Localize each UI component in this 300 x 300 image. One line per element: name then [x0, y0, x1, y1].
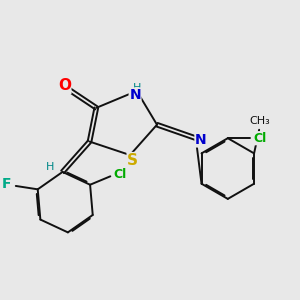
- Text: N: N: [195, 133, 207, 147]
- Text: S: S: [127, 153, 138, 168]
- Text: O: O: [58, 78, 71, 93]
- Text: Cl: Cl: [253, 132, 266, 145]
- Text: H: H: [46, 162, 54, 172]
- Text: N: N: [129, 88, 141, 102]
- Text: F: F: [2, 177, 11, 191]
- Text: CH₃: CH₃: [249, 116, 270, 126]
- Text: Cl: Cl: [113, 168, 126, 181]
- Text: H: H: [133, 82, 142, 93]
